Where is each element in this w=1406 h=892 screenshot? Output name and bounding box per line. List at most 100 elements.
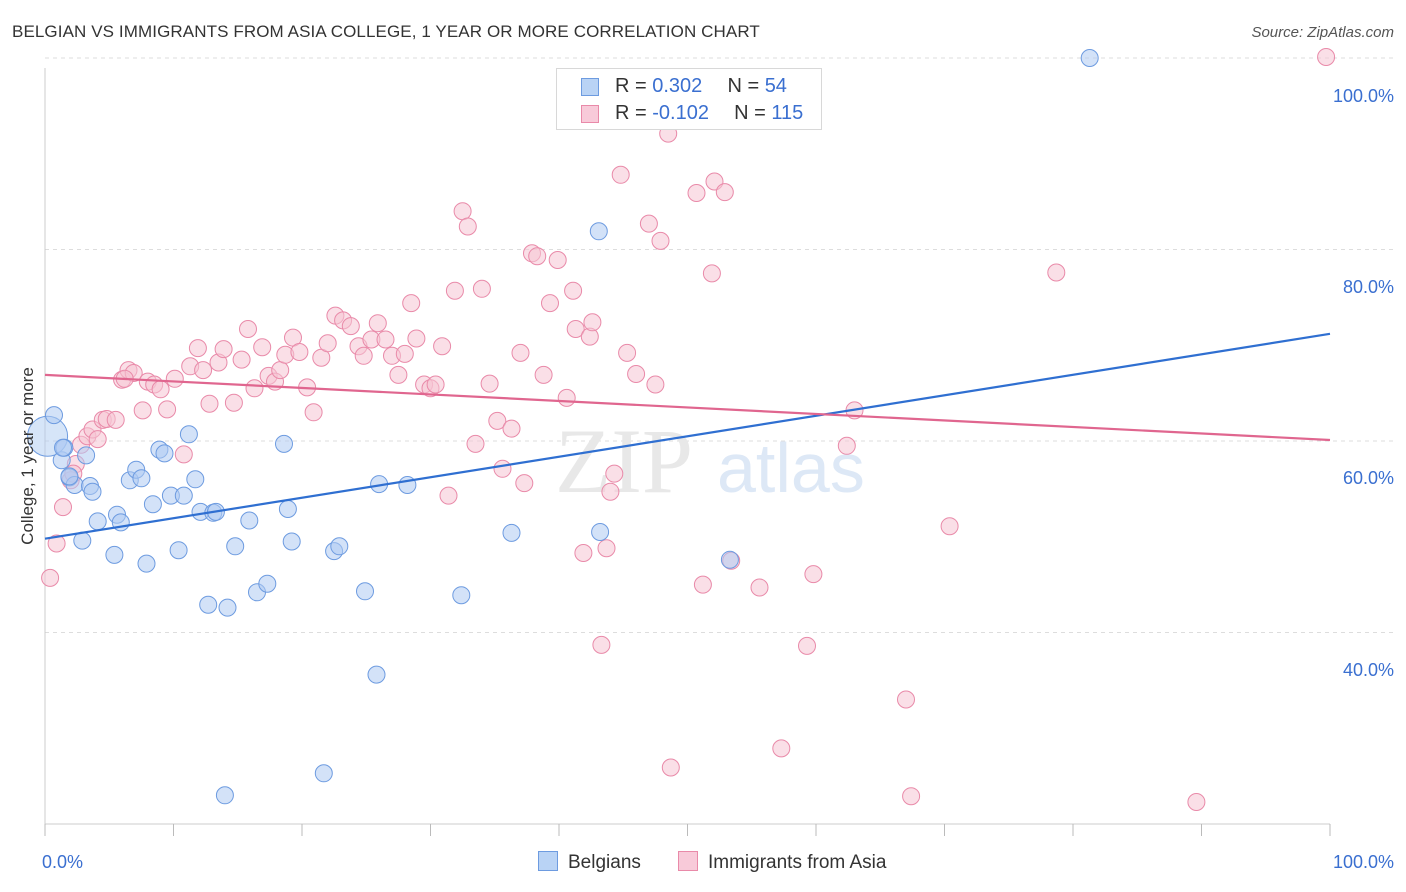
legend-item-asia[interactable]: Immigrants from Asia	[678, 851, 886, 877]
r-value-asia: -0.102	[652, 102, 709, 124]
asia-point	[627, 365, 646, 383]
belgians-point	[143, 495, 162, 514]
asia-point	[902, 787, 921, 806]
asia-point	[541, 294, 559, 313]
asia-point	[368, 314, 387, 333]
legend-label-asia: Immigrants from Asia	[708, 852, 887, 873]
asia-point	[239, 320, 257, 338]
asia-point	[618, 343, 637, 362]
belgians-point	[174, 486, 193, 505]
belgians-point	[452, 586, 471, 605]
belgians-point	[282, 532, 301, 551]
series-immigrants-from-asia	[41, 48, 1336, 811]
asia-point	[480, 374, 499, 393]
asia-point	[750, 578, 769, 597]
asia-point	[472, 279, 491, 298]
belgians-point	[169, 541, 188, 560]
watermark: ZIP atlas	[555, 410, 865, 512]
asia-point	[1047, 263, 1066, 282]
asia-point	[341, 317, 360, 336]
y-tick-label-40: 40.0%	[1342, 660, 1394, 680]
asia-point	[376, 330, 395, 349]
asia-point	[194, 361, 213, 380]
belgians-point	[45, 406, 63, 425]
asia-point	[715, 183, 734, 202]
asia-point	[534, 365, 553, 384]
asia-point	[453, 202, 472, 221]
asia-point	[389, 365, 408, 384]
belgians-point	[132, 469, 151, 488]
asia-point	[646, 375, 665, 394]
belgians-point	[88, 512, 107, 531]
asia-point	[458, 217, 477, 236]
asia-point	[445, 281, 464, 300]
asia-point	[837, 436, 856, 455]
asia-point	[41, 568, 60, 587]
x-tick-label-min: 0.0%	[42, 852, 84, 872]
asia-point	[502, 419, 521, 438]
y-axis-label: College, 1 year or more	[18, 367, 37, 545]
asia-point	[165, 369, 184, 388]
asia-point	[214, 340, 233, 359]
belgians-point	[1080, 49, 1099, 67]
asia-point	[290, 343, 309, 361]
belgians-point	[218, 598, 237, 617]
source-credit: Source: ZipAtlas.com	[1251, 24, 1394, 41]
legend-label-belgians: Belgians	[568, 852, 641, 873]
asia-point	[515, 474, 534, 493]
asia-point	[493, 459, 512, 478]
correlation-legend: R = 0.302 N = 54 R = -0.102 N = 115	[556, 68, 822, 130]
asia-point	[47, 534, 66, 553]
asia-point	[426, 375, 445, 394]
asia-point	[88, 430, 107, 449]
asia-point	[574, 544, 593, 562]
watermark-zip: ZIP	[555, 410, 693, 512]
grid-lines	[45, 57, 1395, 633]
belgians-point	[83, 482, 102, 501]
asia-point	[605, 464, 624, 483]
asia-trend-line	[44, 373, 1331, 442]
belgians-point	[155, 444, 174, 463]
r-label: R =	[615, 102, 653, 124]
asia-point	[433, 337, 452, 356]
asia-point	[940, 517, 959, 536]
asia-point	[583, 313, 602, 332]
belgians-point	[275, 434, 293, 453]
trend-lines	[44, 332, 1331, 540]
asia-point	[528, 247, 547, 266]
asia-point	[611, 165, 630, 184]
asia-point	[271, 361, 290, 380]
asia-point	[407, 329, 426, 348]
belgians-point	[186, 470, 205, 489]
belgians-point	[330, 537, 349, 556]
belgians-point	[278, 500, 297, 518]
asia-point	[439, 486, 458, 505]
belgians-point	[179, 425, 198, 444]
n-label: N =	[734, 102, 772, 124]
belgians-point	[226, 537, 245, 556]
y-tick-label-60: 60.0%	[1342, 468, 1394, 488]
asia-point	[54, 498, 72, 517]
asia-swatch	[581, 105, 599, 123]
belgians-point	[60, 467, 79, 486]
asia-point	[564, 281, 583, 300]
asia-point	[395, 344, 414, 363]
asia-point	[592, 635, 611, 654]
legend-item-belgians[interactable]: Belgians	[538, 851, 641, 877]
belgians-trend-line	[44, 332, 1331, 540]
belgians-point	[591, 523, 610, 541]
y-tick-label-100: 100.0%	[1332, 86, 1394, 106]
asia-point	[253, 338, 272, 357]
asia-point	[597, 539, 616, 558]
legend-row-belgians-text: R = 0.302 N = 54	[615, 75, 787, 98]
belgians-point	[314, 764, 333, 783]
belgians-point	[502, 523, 521, 542]
belgians-point	[720, 550, 739, 569]
asia-point	[897, 690, 915, 709]
r-label: R =	[615, 75, 653, 97]
asia-point	[232, 350, 251, 369]
belgians-swatch	[581, 78, 599, 96]
asia-point	[1317, 48, 1336, 66]
legend-row-asia-text: R = -0.102 N = 115	[615, 102, 803, 125]
series-belgians	[27, 49, 1099, 805]
